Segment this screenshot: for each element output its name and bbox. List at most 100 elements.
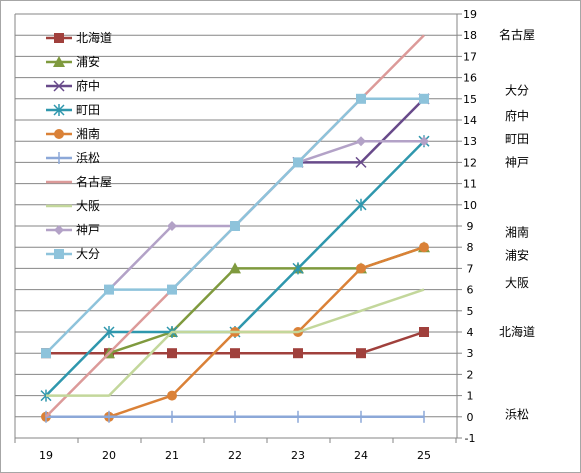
legend-label: 府中 [76, 78, 100, 93]
y-tick-label: 2 [467, 368, 474, 381]
series-end-label: 浦安 [505, 248, 529, 263]
x-tick-label: 23 [291, 449, 305, 462]
data-point [53, 56, 65, 67]
y-tick-label: 3 [467, 347, 474, 360]
data-point [167, 284, 177, 295]
data-point [167, 348, 177, 359]
legend-item: 湘南 [46, 126, 100, 141]
legend-label: 神戸 [76, 223, 100, 237]
data-point [419, 136, 429, 147]
data-point [41, 348, 51, 359]
series-end-label: 北海道 [499, 324, 535, 339]
y-tick-label: 6 [467, 284, 474, 297]
data-point [293, 157, 303, 168]
data-point [419, 327, 429, 337]
x-tick-label: 19 [39, 449, 53, 462]
data-point [419, 93, 429, 104]
x-tick-label: 20 [102, 449, 116, 462]
y-tick-label: 19 [463, 8, 477, 21]
y-tick-label: 18 [463, 29, 477, 42]
data-point [292, 262, 304, 275]
series-9 [104, 136, 429, 295]
y-tick-label: 5 [467, 305, 474, 318]
data-point [355, 156, 367, 168]
x-tick-label: 22 [228, 449, 242, 462]
data-point [356, 93, 366, 104]
x-tick-label: 21 [165, 449, 179, 462]
legend-item: 浜松 [46, 151, 100, 165]
y-tick-label: -1 [465, 432, 476, 445]
data-point [419, 242, 429, 253]
series-end-label: 府中 [505, 108, 529, 123]
data-point [53, 80, 65, 92]
y-tick-label: 4 [467, 326, 474, 339]
data-point [356, 136, 366, 147]
y-tick-label: 1 [467, 390, 474, 403]
legend-label: 北海道 [76, 30, 112, 45]
data-point [356, 263, 366, 274]
legend-label: 浜松 [76, 151, 100, 165]
data-point [293, 348, 303, 359]
legend-label: 大阪 [76, 199, 100, 213]
y-tick-label: 16 [463, 72, 477, 85]
series-end-label: 名古屋 [499, 27, 535, 42]
y-tick-label: 12 [463, 156, 477, 169]
series-6 [45, 410, 425, 423]
y-tick-label: 0 [467, 411, 474, 424]
series-8 [46, 288, 425, 397]
legend-label: 湘南 [76, 126, 100, 141]
data-point [103, 326, 115, 338]
series-end-label: 大分 [505, 83, 529, 97]
data-point [356, 348, 366, 359]
series-end-label: 湘南 [505, 224, 529, 239]
series-end-label: 大阪 [505, 276, 529, 290]
series-10 [41, 93, 429, 359]
legend-item: 府中 [46, 78, 100, 93]
y-tick-label: 10 [463, 199, 477, 212]
data-point [53, 104, 65, 116]
x-tick-label: 24 [354, 449, 368, 462]
legend-label: 町田 [76, 103, 100, 117]
series-line [46, 288, 425, 397]
legend-item: 浦安 [46, 54, 100, 69]
series-end-label: 町田 [505, 132, 529, 146]
series-end-label: 神戸 [505, 155, 529, 169]
series-lines [40, 34, 430, 423]
legend-item: 名古屋 [46, 174, 112, 189]
data-point [167, 221, 177, 231]
data-point [54, 249, 64, 259]
legend-item: 大阪 [46, 199, 100, 213]
data-point [230, 221, 240, 231]
y-tick-label: 15 [463, 93, 477, 106]
data-point [355, 198, 367, 211]
legend-item: 神戸 [46, 223, 100, 237]
data-point [167, 390, 177, 401]
data-point [54, 33, 64, 43]
legend-item: 大分 [46, 247, 100, 261]
series-line [298, 97, 425, 164]
legend-item: 町田 [46, 103, 100, 117]
data-point [229, 262, 241, 274]
legend-label: 大分 [76, 247, 100, 261]
y-tick-label: 9 [467, 220, 474, 233]
y-tick-label: 17 [463, 50, 477, 63]
legend-label: 名古屋 [76, 174, 112, 189]
y-tick-label: 8 [467, 241, 474, 254]
y-tick-label: 13 [463, 135, 477, 148]
legend-label: 浦安 [76, 54, 100, 69]
data-point [54, 129, 64, 139]
data-point [230, 348, 240, 359]
y-tick-label: 7 [467, 262, 474, 275]
data-point [104, 284, 114, 295]
gridlines [15, 13, 457, 439]
data-point [54, 225, 64, 235]
series-end-label: 浜松 [505, 408, 529, 422]
legend-item: 北海道 [46, 30, 112, 45]
y-tick-label: 14 [463, 114, 477, 127]
y-tick-label: 11 [463, 178, 477, 191]
